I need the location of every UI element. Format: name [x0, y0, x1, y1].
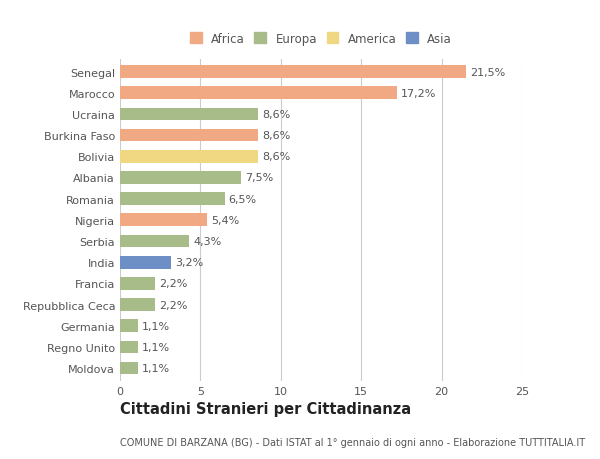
Text: 8,6%: 8,6%	[262, 152, 290, 162]
Text: 1,1%: 1,1%	[142, 342, 170, 352]
Text: 4,3%: 4,3%	[193, 236, 221, 246]
Bar	[120, 151, 258, 163]
Text: 6,5%: 6,5%	[229, 194, 257, 204]
Text: 5,4%: 5,4%	[211, 215, 239, 225]
Text: 8,6%: 8,6%	[262, 110, 290, 120]
Text: 1,1%: 1,1%	[142, 363, 170, 373]
Bar	[120, 108, 258, 121]
Text: 21,5%: 21,5%	[470, 67, 505, 78]
Bar	[120, 256, 172, 269]
Bar	[120, 87, 397, 100]
Text: COMUNE DI BARZANA (BG) - Dati ISTAT al 1° gennaio di ogni anno - Elaborazione TU: COMUNE DI BARZANA (BG) - Dati ISTAT al 1…	[120, 437, 585, 447]
Text: 7,5%: 7,5%	[245, 173, 273, 183]
Text: 2,2%: 2,2%	[160, 279, 188, 289]
Bar	[120, 129, 258, 142]
Bar	[120, 319, 137, 332]
Text: 1,1%: 1,1%	[142, 321, 170, 331]
Bar	[120, 341, 137, 353]
Text: Cittadini Stranieri per Cittadinanza: Cittadini Stranieri per Cittadinanza	[120, 401, 411, 416]
Bar	[120, 214, 207, 227]
Text: 3,2%: 3,2%	[175, 257, 204, 268]
Bar	[120, 193, 224, 206]
Legend: Africa, Europa, America, Asia: Africa, Europa, America, Asia	[188, 30, 454, 48]
Text: 8,6%: 8,6%	[262, 131, 290, 141]
Bar	[120, 235, 189, 248]
Bar	[120, 298, 155, 311]
Bar	[120, 277, 155, 290]
Bar	[120, 66, 466, 78]
Bar	[120, 172, 241, 185]
Text: 2,2%: 2,2%	[160, 300, 188, 310]
Bar	[120, 362, 137, 375]
Text: 17,2%: 17,2%	[401, 89, 436, 99]
